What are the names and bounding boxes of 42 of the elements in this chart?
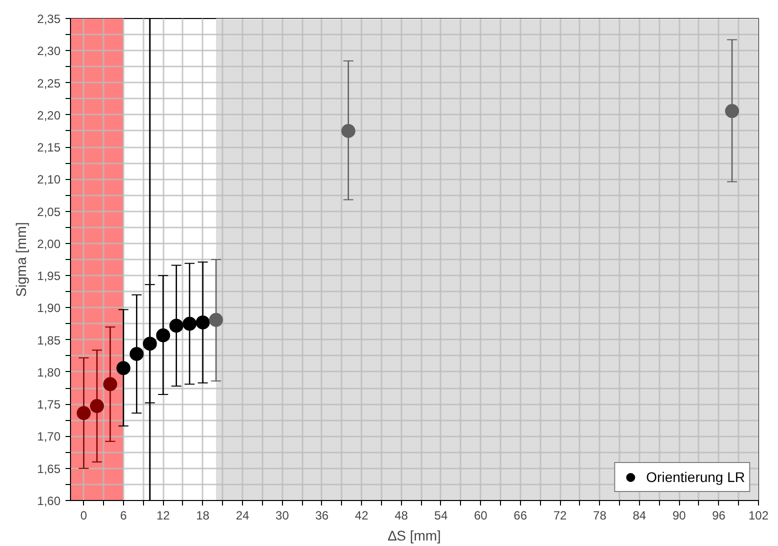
x-tick-label: 66 [514,508,528,522]
x-tick-label: 42 [354,508,369,522]
y-tick-label: 1,80 [37,365,61,380]
point [209,312,224,327]
y-tick-label: 2,05 [37,204,61,219]
y-tick-label: 1,60 [37,494,61,508]
y-tick-label: 2,30 [37,44,61,58]
point [725,104,740,118]
x-tick-label: 12 [156,508,170,522]
y-tick-label: 2,10 [37,172,61,187]
x-tick-label: 84 [632,508,646,522]
y-tick-label: 1,70 [37,430,61,444]
x-tick-label: 48 [394,508,408,522]
y-tick-label: 2,25 [37,76,61,90]
y-tick-label: 1,85 [37,333,61,348]
x-tick-label: 60 [474,508,488,522]
x-tick-label: 18 [196,508,210,522]
x-tick-label: 72 [553,508,568,522]
point [182,316,197,331]
x-tick-label: 30 [276,508,290,522]
y-tick-label: 2,35 [37,12,61,26]
x-tick-label: 24 [236,508,250,522]
x-tick-label: 78 [593,508,607,522]
y-tick-label: 2,15 [37,140,61,155]
point [90,399,104,414]
y-tick-label: 1,65 [37,462,61,476]
legend-label: Orientierung LR [646,469,745,485]
y-axis-title: Sigma [mm] [13,222,30,297]
y-tick-label: 1,90 [37,301,61,316]
y-tick-label: 2,20 [37,108,61,122]
y-tick-label: 2,00 [37,236,61,251]
y-tick-label: 1,75 [37,398,61,412]
x-tick-label: 0 [80,508,88,522]
x-tick-label: 54 [434,508,448,522]
x-tick-label: 36 [315,508,329,522]
x-tick-label: 90 [672,508,686,522]
point [116,361,130,376]
y-tick-label: 1,95 [37,269,61,284]
x-tick-label: 6 [120,508,128,522]
x-tick-label: 102 [748,508,769,522]
x-tick-label: 96 [712,508,726,522]
x-axis-title: ∆S [mm] [388,528,441,544]
